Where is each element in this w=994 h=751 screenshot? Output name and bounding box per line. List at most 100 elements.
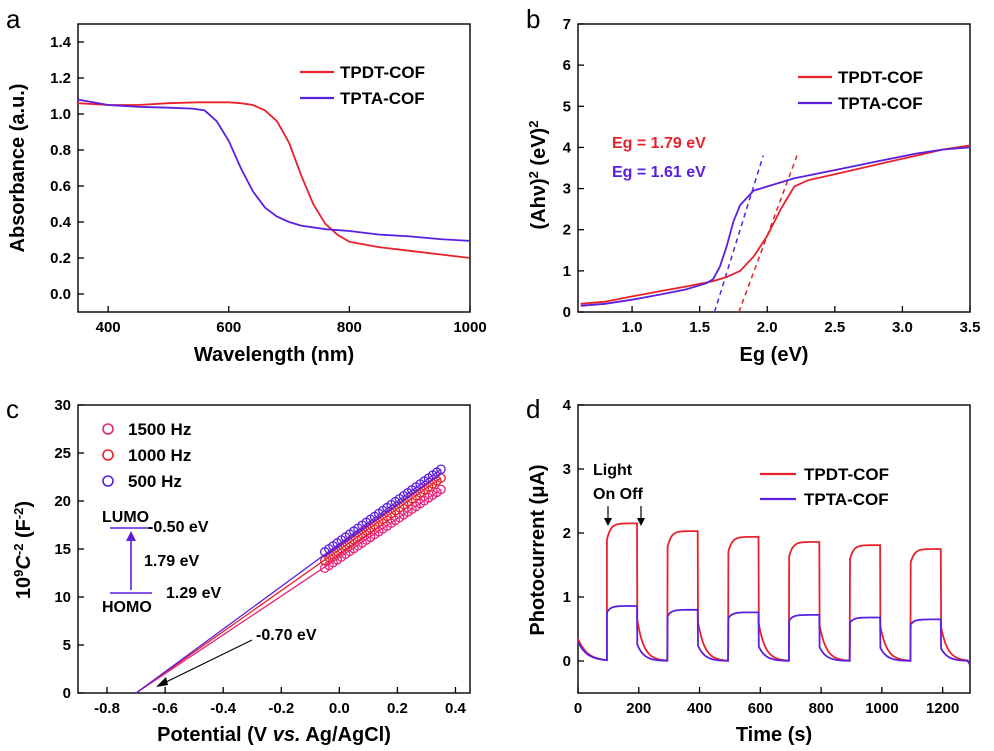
series-line-b-tpdt xyxy=(580,144,971,305)
y-axis-title-c-pre: 10 xyxy=(13,577,35,599)
series-c xyxy=(135,464,446,694)
y-axis-title-d: Photocurrent (μA) xyxy=(527,464,549,635)
x-tick-label-b: 1.5 xyxy=(689,319,710,336)
x-tick-label-b: 2.5 xyxy=(824,319,845,336)
legend-label-tpta-a: TPTA-COF xyxy=(340,89,425,108)
lumo-value: -0.50 eV xyxy=(148,519,209,536)
x-axis-title-c-pre: Potential (V xyxy=(157,724,273,746)
y-tick-label-a: 0.8 xyxy=(50,142,71,159)
y-axis-title-c-mid: (F xyxy=(13,519,35,543)
y-tick-label-a: 1.2 xyxy=(50,70,71,87)
y-axis-title-c-sup: 9 xyxy=(11,570,26,577)
y-tick-label-d: 4 xyxy=(563,397,572,414)
y-tick-label-c: 30 xyxy=(54,397,71,414)
x-tick-label-c: 0.4 xyxy=(445,700,467,717)
plot-frame-d xyxy=(577,404,971,694)
x-tick-label-c: -0.4 xyxy=(210,700,237,717)
x-tick-label-c: 0.0 xyxy=(329,700,350,717)
legend-label-tpta-d: TPTA-COF xyxy=(804,490,889,509)
y-axis-title-b: (Ahν)2 (eV)2 xyxy=(526,121,551,230)
ticks-b: 1.0 1.5 2.0 2.5 3.0 3.5 0 1 2 3 4 5 6 7 xyxy=(563,16,981,336)
series-line-a-tpta xyxy=(77,98,471,242)
intercept-label: -0.70 eV xyxy=(256,627,317,644)
x-tick-label-d: 1000 xyxy=(865,700,898,717)
legend-b: TPDT-COF TPTA-COF xyxy=(798,68,923,113)
panel-letter-b: b xyxy=(526,4,540,34)
x-tick-label-b: 3.0 xyxy=(892,319,913,336)
y-tick-label-a: 0.2 xyxy=(50,250,71,267)
legend-marker-1500 xyxy=(102,423,114,435)
y-tick-label-b: 5 xyxy=(563,98,571,115)
homo-label: HOMO xyxy=(102,599,152,616)
y-tick-label-d: 0 xyxy=(563,653,571,670)
y-tick-label-a: 0.4 xyxy=(50,214,72,231)
legend-label-tpta-b: TPTA-COF xyxy=(838,94,923,113)
x-tick-label-d: 400 xyxy=(687,700,712,717)
x-tick-label-c: -0.6 xyxy=(152,700,178,717)
y-tick-label-b: 2 xyxy=(563,222,571,239)
y-tick-label-b: 1 xyxy=(563,263,571,280)
legend-label-1500: 1500 Hz xyxy=(128,420,191,439)
y-axis-title-a: Absorbance (a.u.) xyxy=(7,84,29,253)
panel-b: b 1.0 1.5 2.0 2.5 3.0 3.5 0 1 2 3 4 5 6 7 Eg (eV) (Ah… xyxy=(526,4,981,366)
x-axis-title-a: Wavelength (nm) xyxy=(194,344,354,366)
data-point-c-0 xyxy=(436,484,446,495)
on-arrowhead xyxy=(604,518,612,526)
panel-a: a 400 600 800 10000.00.20.40.60.81.01.21.4 … xyxy=(6,4,487,366)
x-tick-label-c: -0.2 xyxy=(268,700,294,717)
y-tick-label-d: 1 xyxy=(563,589,571,606)
fit-line-c-2 xyxy=(135,468,442,694)
eg-annotation-tpdt: Eg = 1.79 eV xyxy=(612,135,706,152)
x-axis-title-b: Eg (eV) xyxy=(740,344,809,366)
legend-label-tpdt-b: TPDT-COF xyxy=(838,68,923,87)
y-tick-label-b: 7 xyxy=(563,16,571,33)
legend-label-500: 500 Hz xyxy=(128,472,182,491)
series-line-b-tpta xyxy=(580,146,971,307)
y-axis-title-c-ital: C xyxy=(13,555,35,570)
x-tick-label-a: 800 xyxy=(337,319,362,336)
legend-label-tpdt-a: TPDT-COF xyxy=(340,63,425,82)
legend-label-tpdt-d: TPDT-COF xyxy=(804,465,889,484)
y-tick-label-b: 0 xyxy=(563,304,571,321)
y-tick-label-c: 25 xyxy=(54,445,71,462)
panel-letter-a: a xyxy=(6,4,21,34)
x-tick-label-c: -0.8 xyxy=(94,700,120,717)
x-tick-label-d: 200 xyxy=(626,700,651,717)
y-tick-label-c: 0 xyxy=(63,685,71,702)
series-d xyxy=(577,522,971,666)
y-tick-label-c: 10 xyxy=(54,589,71,606)
x-tick-label-c: 0.2 xyxy=(387,700,408,717)
y-tick-label-b: 6 xyxy=(563,57,571,74)
legend-a: TPDT-COF TPTA-COF xyxy=(300,63,425,108)
x-tick-label-b: 1.0 xyxy=(622,319,643,336)
series-line-d-tpta xyxy=(577,605,971,666)
series-a xyxy=(77,98,471,259)
light-label: Light xyxy=(593,462,633,479)
tangent-line-b-1 xyxy=(713,155,764,313)
x-tick-label-a: 600 xyxy=(216,319,241,336)
x-axis-title-d: Time (s) xyxy=(736,724,812,746)
panel-c: c -0.8 -0.6 -0.4 -0.2 0.0 0.2 0.4051015202530 … xyxy=(6,394,471,746)
legend-d: TPDT-COF TPTA-COF xyxy=(760,465,889,509)
eg-annotation-tpta: Eg = 1.61 eV xyxy=(612,164,706,181)
y-tick-label-b: 3 xyxy=(563,181,571,198)
lumo-label: LUMO xyxy=(102,509,149,526)
x-axis-title-c-ital: vs. xyxy=(273,724,301,746)
x-axis-title-c: Potential (V vs. Ag/AgCl) xyxy=(157,724,391,746)
y-tick-label-c: 20 xyxy=(54,493,71,510)
y-tick-label-a: 0.6 xyxy=(50,178,71,195)
legend-marker-1000 xyxy=(102,449,114,461)
off-arrowhead xyxy=(637,518,645,526)
panel-letter-d: d xyxy=(526,394,540,424)
x-tick-label-a: 1000 xyxy=(453,319,486,336)
y-axis-title-c: 109C-2 (F-2) xyxy=(11,501,36,599)
on-off-label: On Off xyxy=(593,486,643,503)
x-tick-label-d: 0 xyxy=(574,700,582,717)
legend-label-1000: 1000 Hz xyxy=(128,446,191,465)
gap-arrowhead xyxy=(126,531,136,541)
x-tick-label-b: 3.5 xyxy=(960,319,981,336)
intercept-arrowhead xyxy=(156,677,168,687)
panel-d: d 0 200 400 600 800 1000 1200 0 1 2 3 4 Time (s) Ph… xyxy=(526,394,971,746)
plot-frame-b xyxy=(577,23,971,313)
